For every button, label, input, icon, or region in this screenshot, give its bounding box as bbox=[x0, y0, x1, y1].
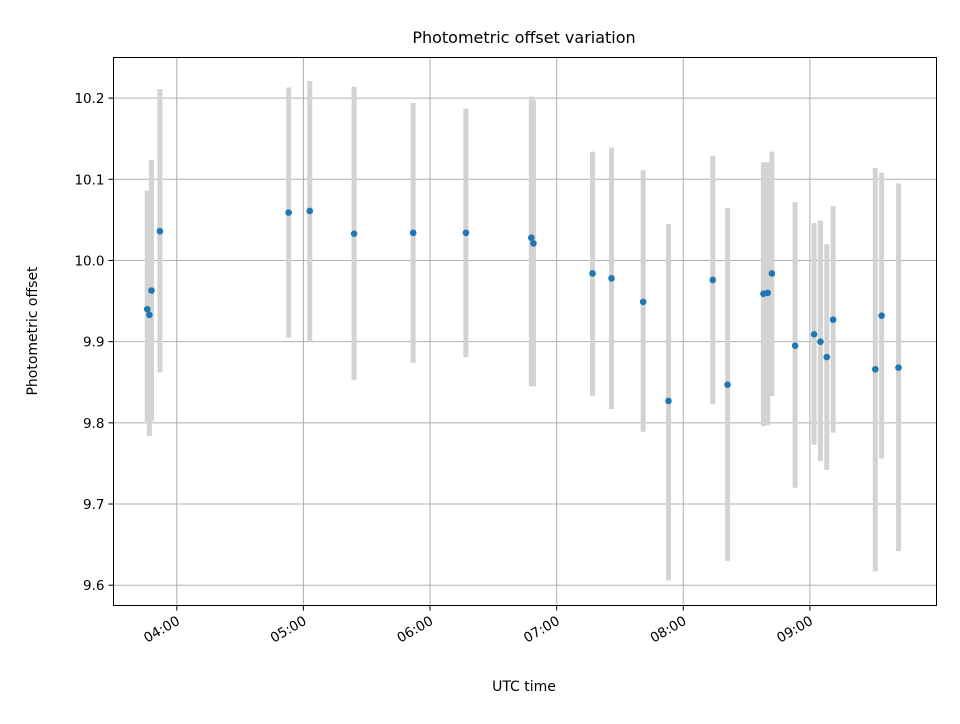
data-point bbox=[823, 353, 831, 361]
data-point bbox=[306, 207, 314, 215]
data-point bbox=[872, 365, 879, 373]
data-point bbox=[285, 209, 292, 216]
data-point bbox=[530, 240, 537, 247]
plot-frame bbox=[113, 57, 937, 606]
errorbar-layer bbox=[144, 81, 902, 581]
data-point bbox=[724, 381, 731, 388]
data-point bbox=[409, 229, 417, 237]
y-tick-label: 10.2 bbox=[74, 91, 104, 107]
x-axis: 04:00 05:00 06:00 07:00 08:00 09:00 bbox=[141, 605, 816, 646]
data-point bbox=[143, 305, 151, 313]
y-axis: 9.6 9.7 9.8 9.9 10.0 10.1 10.2 bbox=[74, 91, 114, 594]
x-tick-label: 06:00 bbox=[394, 613, 436, 646]
x-axis-label: UTC time bbox=[492, 679, 556, 695]
data-point bbox=[156, 227, 164, 235]
data-point bbox=[764, 289, 771, 297]
y-tick-label: 9.6 bbox=[83, 578, 104, 594]
data-point bbox=[462, 229, 470, 237]
x-tick-label: 04:00 bbox=[141, 613, 183, 646]
y-tick-label: 9.8 bbox=[83, 416, 104, 432]
chart-title: Photometric offset variation bbox=[412, 28, 635, 47]
x-tick-label: 09:00 bbox=[774, 613, 816, 646]
data-point bbox=[829, 316, 837, 324]
data-point bbox=[148, 287, 155, 294]
data-point bbox=[350, 230, 358, 237]
grid-layer bbox=[113, 57, 937, 606]
data-point bbox=[665, 397, 672, 405]
y-tick-label: 10.0 bbox=[74, 253, 104, 269]
data-point bbox=[878, 312, 885, 319]
data-point bbox=[608, 275, 615, 282]
y-axis-label: Photometric offset bbox=[25, 266, 41, 396]
x-tick-label: 08:00 bbox=[648, 613, 690, 646]
data-point bbox=[810, 331, 818, 338]
data-point bbox=[817, 338, 824, 345]
data-point bbox=[589, 270, 596, 277]
data-point bbox=[895, 364, 902, 371]
x-tick-label: 05:00 bbox=[268, 613, 310, 646]
y-tick-label: 9.7 bbox=[83, 497, 104, 513]
data-point bbox=[709, 276, 717, 284]
data-point bbox=[791, 342, 799, 350]
y-tick-label: 9.9 bbox=[83, 335, 104, 351]
data-point bbox=[146, 311, 153, 319]
data-point bbox=[639, 298, 647, 306]
x-tick-label: 07:00 bbox=[521, 613, 563, 646]
y-tick-label: 10.1 bbox=[74, 172, 104, 188]
data-point bbox=[528, 234, 535, 242]
point-layer bbox=[143, 207, 902, 405]
data-point bbox=[768, 270, 776, 277]
